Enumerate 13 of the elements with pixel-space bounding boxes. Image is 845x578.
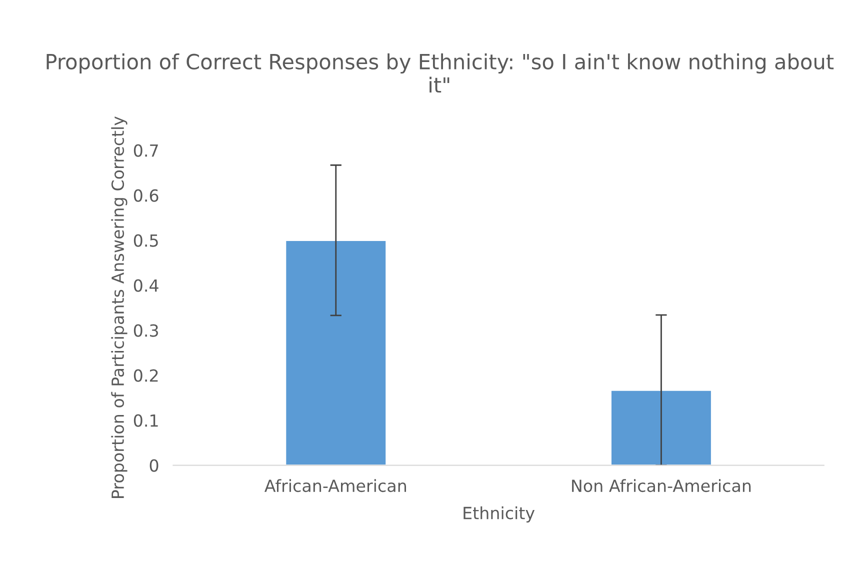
y-axis-title: Proportion of Participants Answering Correctly [111,116,128,498]
y-tick-label: 0.6 [134,189,158,202]
x-axis-title: Ethnicity [464,506,535,523]
y-tick-label: 0 [150,459,158,472]
y-tick-label: 0.7 [134,144,158,157]
x-tick-label: African-American [264,479,406,492]
chart-title: Proportion of Correct Responses by Ethnicity: "so I ain't know nothing about it" [46,53,834,93]
y-tick-label: 0.2 [134,369,158,382]
y-tick-label: 0.3 [134,324,158,337]
y-tick-label: 0.5 [134,234,158,247]
x-tick-label: Non African-American [572,479,751,492]
y-tick-label: 0.4 [134,279,158,292]
y-tick-label: 0.1 [134,414,158,427]
